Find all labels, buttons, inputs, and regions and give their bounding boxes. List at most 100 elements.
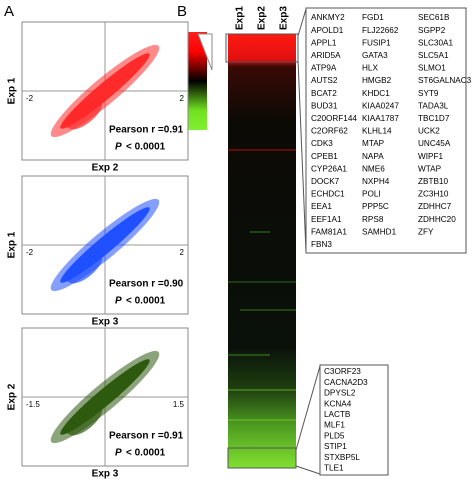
gene-name: NXPH4: [362, 177, 390, 186]
key-triangle: [197, 33, 213, 71]
gene-name: ZBTB10: [418, 177, 448, 186]
gene-name: MTAP: [362, 139, 385, 148]
stat: < 0.0001: [126, 296, 166, 307]
gene-name: FBN3: [311, 240, 332, 249]
tick-label: -2: [26, 248, 34, 257]
panel-label: A: [4, 3, 14, 20]
gene-name: ATP9A: [311, 64, 337, 73]
gene-name: ARID5A: [311, 51, 341, 60]
axis-title: Exp 3: [92, 469, 119, 479]
axis-title: Exp 1: [7, 231, 18, 258]
gene-name: CDK3: [311, 139, 333, 148]
gene-name: MLF1: [324, 421, 345, 430]
tick-label: -1.5: [26, 400, 40, 409]
tick-label: 1.5: [173, 400, 185, 409]
heatmap: [228, 34, 296, 468]
gene-name: SYT9: [418, 89, 439, 98]
stat: < 0.0001: [126, 142, 166, 153]
gene-name: KIAA1787: [362, 114, 399, 123]
gene-name: NAPA: [362, 152, 384, 161]
gene-name: LACTB: [324, 410, 351, 419]
gene-box: [305, 7, 467, 254]
gene-name: STIP1: [324, 442, 347, 451]
gene-name: ZFY: [418, 227, 434, 236]
cloud: [66, 97, 103, 130]
stat: P: [115, 448, 122, 459]
gene-name: SEC61B: [418, 13, 450, 22]
gene-name: SLC5A1: [418, 51, 449, 60]
axis-title: Exp 1: [7, 77, 18, 104]
gene-name: STXBP5L: [324, 453, 360, 462]
connector: [297, 59, 307, 253]
connector: [295, 465, 321, 475]
cloud: [66, 403, 103, 436]
gene-name: UCK2: [418, 127, 440, 136]
column-label: Exp1: [235, 6, 246, 30]
tick-label: 2: [180, 94, 185, 103]
stat: P: [115, 296, 122, 307]
stat: < 0.0001: [126, 448, 166, 459]
tick-label: -2: [26, 94, 34, 103]
gene-name: ST6GALNAC3: [418, 76, 472, 85]
gene-name: SGPP2: [418, 26, 446, 35]
gene-name: CYP26A1: [311, 164, 347, 173]
axis-title: Exp 3: [92, 317, 119, 328]
gene-name: KLHL14: [362, 127, 392, 136]
column-label: Exp3: [279, 6, 290, 30]
gene-box: [319, 364, 389, 476]
gene-name: DPYSL2: [324, 389, 356, 398]
tick-label: 2: [180, 248, 185, 257]
gene-name: TLE1: [324, 463, 344, 472]
gene-name: CPEB1: [311, 152, 338, 161]
stat: P: [115, 142, 122, 153]
scatter-cloud: [50, 350, 160, 444]
gene-name: CACNA2D3: [324, 378, 368, 387]
gene-name: ZDHHC20: [418, 215, 456, 224]
gene-name: HLX: [362, 64, 378, 73]
gene-name: ZDHHC7: [418, 202, 452, 211]
gene-name: RPS8: [362, 215, 384, 224]
gene-name: ANKMY2: [311, 13, 345, 22]
scatter-cloud: [50, 198, 160, 292]
stat: Pearson r =0.90: [109, 279, 184, 290]
gene-name: FGD1: [362, 13, 384, 22]
gene-name: FLJ22662: [362, 26, 399, 35]
axis-title: Exp 2: [7, 383, 18, 410]
gene-name: FAM81A1: [311, 227, 347, 236]
connector: [295, 365, 321, 451]
gene-name: GATA3: [362, 51, 388, 60]
gene-name: SLMO1: [418, 64, 446, 73]
connector: [297, 8, 307, 37]
gene-name: APPL1: [311, 38, 337, 47]
gene-name: SLC30A1: [418, 38, 453, 47]
highlight-box: [225, 33, 299, 63]
scatter-cloud: [50, 44, 160, 138]
gene-name: FUSIP1: [362, 38, 391, 47]
heatmap-stripes: [228, 149, 296, 421]
gene-name: ZC3H10: [418, 190, 449, 199]
gene-name: BCAT2: [311, 89, 337, 98]
gene-name: C3ORF23: [324, 367, 361, 376]
gene-name: HMGB2: [362, 76, 392, 85]
panel-label: B: [177, 3, 187, 20]
gene-name: AUTS2: [311, 76, 338, 85]
gene-name: DOCK7: [311, 177, 340, 186]
gene-name: TBC1D7: [418, 114, 450, 123]
gene-name: EEA1: [311, 202, 332, 211]
gene-name: KHDC1: [362, 89, 390, 98]
gene-name: WIPF1: [418, 152, 443, 161]
gene-name: C2ORF62: [311, 127, 348, 136]
gene-name: WTAP: [418, 164, 442, 173]
gene-name: UNC45A: [418, 139, 451, 148]
gene-name: PPP5C: [362, 202, 389, 211]
gene-name: C20ORF144: [311, 114, 357, 123]
gene-name: TADA3L: [418, 101, 449, 110]
gene-name: APOLD1: [311, 26, 344, 35]
gene-name: BUD31: [311, 101, 338, 110]
stat: Pearson r =0.91: [109, 431, 184, 442]
axis-title: Exp 2: [92, 163, 119, 174]
stat: Pearson r =0.91: [109, 125, 184, 136]
gene-name: KIAA0247: [362, 101, 399, 110]
gene-name: ECHDC1: [311, 190, 345, 199]
